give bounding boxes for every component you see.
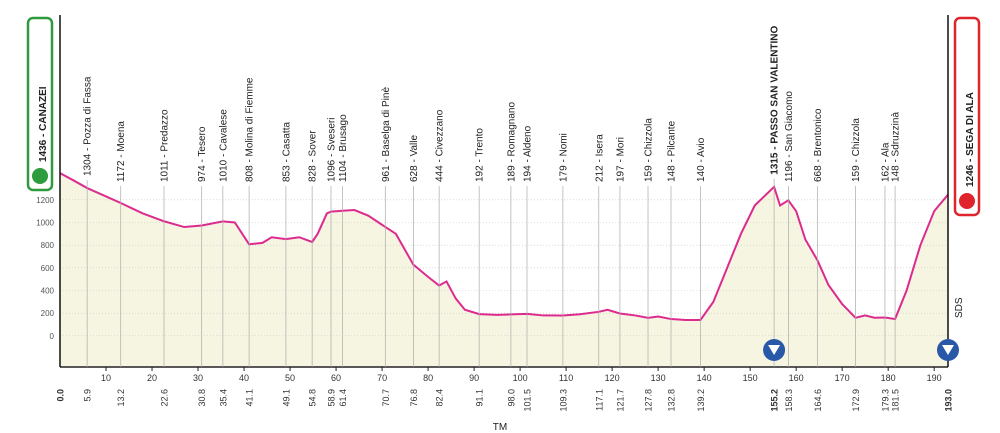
waypoint-label: 1011 - Predazzo [159,109,170,182]
x-tick-label: 40 [239,373,249,383]
km-label: 101.5 [523,389,533,412]
y-tick-label: 1200 [36,196,54,205]
km-label: 30.8 [197,389,207,407]
waypoint-label: 628 - Valle [409,134,420,182]
y-tick-label: 0 [50,332,55,341]
km-label: 193.0 [944,389,954,412]
y-tick-label: 200 [41,309,55,318]
km-label: 49.1 [281,389,291,407]
km-label: 117.1 [594,389,604,411]
x-tick-label: 50 [285,373,295,383]
km-label: 181.5 [891,389,901,412]
waypoint-label: 808 - Molina di Fiemme [245,77,256,182]
waypoint-label: 1096 - Sveseri [327,118,338,182]
x-tick-label: 70 [377,373,387,383]
kom-marker-arrow [768,345,781,355]
waypoint-label: 189 - Romagnano [506,102,517,182]
waypoint-label: 1196 - San Giacomo [784,91,795,182]
y-tick-label: 1000 [36,219,54,228]
start-box [26,16,54,192]
waypoint-label: 961 - Baselga di Pinè [381,86,392,182]
km-label: 179.3 [880,389,890,412]
x-tick-label: 60 [331,373,341,383]
km-label: 109.3 [558,389,568,412]
x-tick-label: 10 [101,373,111,383]
waypoint-label: 179 - Nomi [558,133,569,182]
waypoint-label: 212 - Isera [594,134,605,182]
waypoint-label: 159 - Chizzola [644,118,655,182]
x-tick-label: 180 [881,373,896,383]
km-label: 41.1 [245,389,255,407]
km-label: 82.4 [435,389,445,407]
x-tick-label: 120 [605,373,620,383]
x-tick-label: 30 [193,373,203,383]
km-label: 13.2 [116,389,126,407]
waypoint-label: 1010 - Cavalese [218,109,229,182]
km-label: 61.4 [338,389,348,407]
start-label: 1436 - CANAZEI [38,86,49,162]
km-label: 58.9 [327,389,337,407]
x-tick-label: 20 [147,373,157,383]
y-tick-label: 600 [41,264,55,273]
waypoint-label: 159 - Chizzola [851,118,862,182]
waypoint-label: 162 - Ala [880,142,891,182]
profile-line [59,172,949,321]
km-label: 172.9 [851,389,861,412]
km-label: 158.3 [784,389,794,412]
waypoint-label: 192 - Trento [475,128,486,182]
summit-label: 1315 - PASSO SAN VALENTINO [770,25,781,174]
km-label: 76.8 [409,389,419,407]
profile-area [60,173,948,367]
x-tick-label: 130 [651,373,666,383]
y-tick-label: 800 [41,241,55,250]
waypoint-label: 1172 - Moena [116,121,127,182]
km-label: 164.6 [813,389,823,412]
x-tick-label: 140 [697,373,712,383]
finish-box [953,16,981,217]
km-label: 91.1 [475,389,485,407]
km-label: 35.4 [218,389,228,407]
x-tick-label: 190 [927,373,942,383]
km-label: 139.2 [696,389,706,412]
x-tick-label: 90 [469,373,479,383]
y-tick-label: 400 [41,287,55,296]
annotation: SDS [954,297,965,318]
kom-marker-arrow [942,345,954,355]
waypoint-label: 668 - Brentonico [813,108,824,182]
km-label: 22.6 [159,389,169,407]
finish-icon [959,193,975,209]
km-label: 132.8 [667,389,677,412]
start-icon [32,168,48,184]
km-label: 0.0 [56,389,66,402]
waypoint-label: 444 - Civezzano [435,109,446,182]
km-label: 127.8 [644,389,654,412]
waypoint-label: 974 - Tesero [197,126,208,182]
waypoint-label: 194 - Aldeno [523,125,534,182]
waypoint-label: 853 - Casatta [281,122,292,182]
x-tick-label: 160 [789,373,804,383]
x-tick-label: 150 [743,373,758,383]
waypoint-label: 148 - Pilcante [667,120,678,182]
x-tick-label: 170 [835,373,850,383]
km-label: 121.7 [615,389,625,412]
km-label: 98.0 [506,389,516,407]
km-label: 5.9 [83,389,93,402]
waypoint-label: 1304 - Pozza di Fassa [83,76,94,176]
waypoint-label: 1104 - Brusago [338,114,349,182]
km-label: 70.7 [381,389,391,407]
waypoint-label: 197 - Mori [615,137,626,182]
x-tick-label: 80 [423,373,433,383]
annotation: TM [493,422,507,433]
waypoint-label: 148 - Sdruzzinà [891,112,902,182]
finish-label: 1246 - SEGA DI ALA [965,92,976,187]
x-tick-label: 110 [559,373,573,383]
km-label: 54.8 [308,389,318,407]
km-label: 155.2 [770,389,780,412]
waypoint-label: 828 - Sover [308,130,319,182]
waypoint-label: 140 - Avio [696,137,707,182]
x-tick-label: 100 [513,373,528,383]
